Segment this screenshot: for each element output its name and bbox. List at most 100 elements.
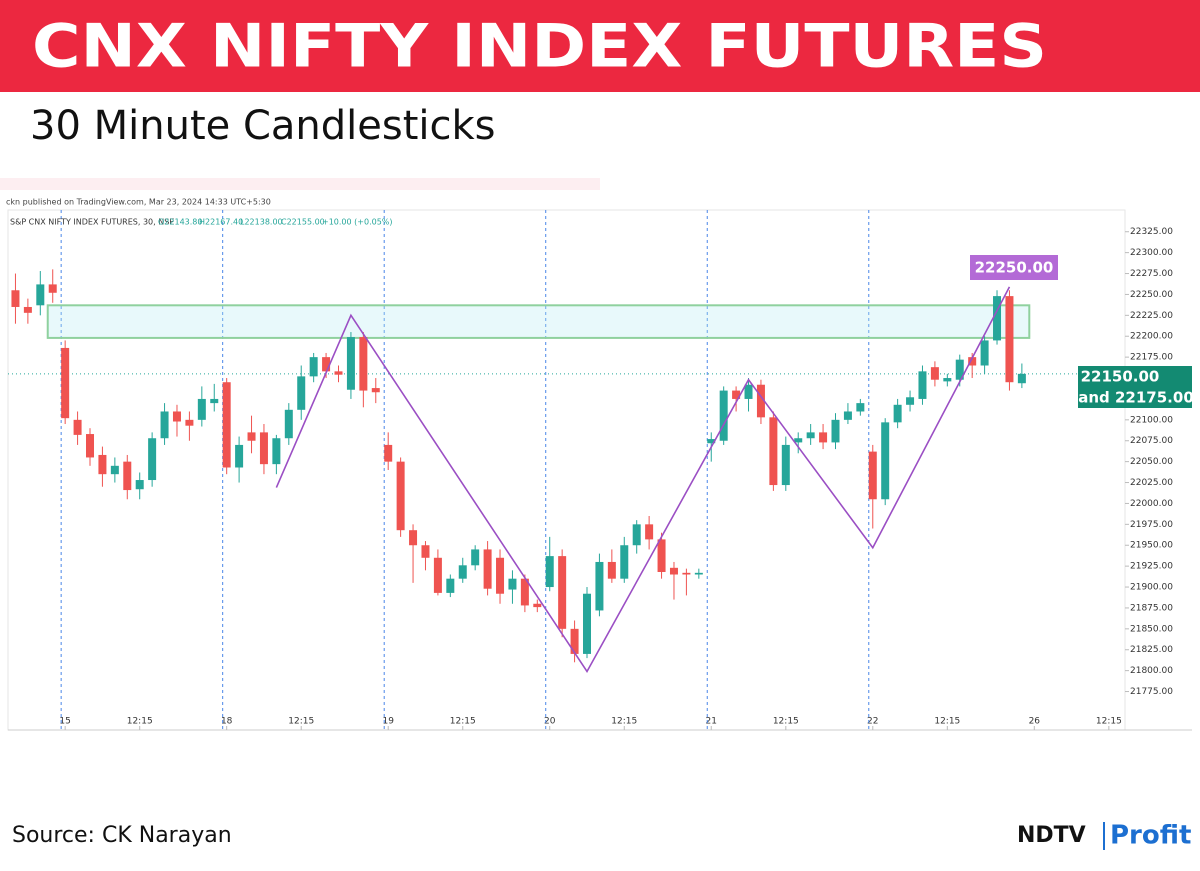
x-tick-label: 26 [1029, 717, 1041, 727]
y-tick-label: 22100.00 [1130, 415, 1173, 425]
candle-body [371, 388, 380, 393]
candle-body [930, 367, 939, 380]
candle-body [508, 578, 517, 590]
candle-body [247, 432, 256, 441]
zigzag-line [275, 286, 1011, 674]
candle-body [36, 284, 45, 306]
candle-body [110, 465, 119, 475]
title-banner [0, 0, 1200, 92]
candle-body [558, 556, 567, 629]
candle-body [1005, 296, 1014, 383]
candle-body [843, 411, 852, 420]
candle-body [694, 572, 703, 575]
x-tick-label: 12:15 [1096, 717, 1122, 727]
candle-body [433, 557, 442, 593]
candle-body [906, 397, 915, 405]
candle-body [794, 438, 803, 443]
candle-body [496, 557, 505, 594]
y-tick-label: 21800.00 [1130, 666, 1173, 676]
candle-body [993, 296, 1002, 341]
y-tick-label: 21825.00 [1130, 645, 1173, 655]
ohlc-close: C22155.00 [281, 218, 325, 227]
candle-body [756, 384, 765, 418]
y-tick-label: 22225.00 [1130, 311, 1173, 321]
candle-body [471, 549, 480, 566]
candle-body [458, 565, 467, 579]
support-label: and 22175.00 [1078, 389, 1194, 407]
candle-body [98, 454, 107, 475]
x-tick-label: 20 [544, 717, 556, 727]
x-tick-label: 12:15 [611, 717, 637, 727]
candle-body [545, 556, 554, 588]
candle-body [483, 549, 492, 589]
candle-body [135, 480, 144, 490]
candle-body [86, 434, 95, 458]
candle-body [160, 411, 169, 439]
y-tick-label: 22075.00 [1130, 436, 1173, 446]
candle-body [210, 398, 219, 404]
candle-body [222, 382, 231, 468]
y-tick-label: 21950.00 [1130, 541, 1173, 551]
candle-body [607, 561, 616, 579]
candle-body [148, 438, 157, 481]
candle-body [744, 384, 753, 399]
candle-body [172, 411, 181, 422]
y-tick-label: 21925.00 [1130, 562, 1173, 572]
y-tick-label: 22025.00 [1130, 478, 1173, 488]
y-tick-label: 22275.00 [1130, 269, 1173, 279]
candle-body [11, 290, 20, 307]
candle-body [868, 451, 877, 500]
y-tick-label: 22300.00 [1130, 248, 1173, 258]
candle-body [620, 545, 629, 579]
ohlc-change: +10.00 (+0.05%) [322, 218, 393, 227]
y-tick-label: 22200.00 [1130, 332, 1173, 342]
candle-body [719, 390, 728, 441]
y-tick-label: 22325.00 [1130, 227, 1173, 237]
candle-body [583, 593, 592, 654]
y-tick-label: 21975.00 [1130, 520, 1173, 530]
logo-ndtv: NDTV [1017, 823, 1086, 848]
y-tick-label: 22000.00 [1130, 499, 1173, 509]
candle-body [831, 419, 840, 443]
candle-body [918, 371, 927, 399]
candle-body [197, 398, 206, 420]
candle-body [322, 357, 331, 372]
x-tick-label: 12:15 [773, 717, 799, 727]
candle-body [943, 378, 952, 382]
candle-body [297, 376, 306, 410]
x-tick-label: 21 [706, 717, 717, 727]
x-tick-label: 12:15 [288, 717, 314, 727]
candle-body [632, 524, 641, 546]
candle-body [185, 419, 194, 426]
publisher-note: ckn published on TradingView.com, Mar 23… [6, 198, 271, 207]
candle-body [48, 284, 57, 293]
x-tick-label: 12:15 [127, 717, 153, 727]
support-label-box [1078, 366, 1192, 408]
candle-body [893, 404, 902, 423]
candle-body [272, 438, 281, 465]
source: Source: CK Narayan [12, 823, 232, 848]
ohlc-low: L22138.00 [240, 218, 283, 227]
candle-body [595, 561, 604, 611]
chart-subtitle: 30 Minute Candlesticks [30, 103, 496, 149]
candle-body [669, 567, 678, 575]
candle-body [1017, 373, 1026, 384]
candle-body [533, 603, 542, 608]
support-label: 22150.00 [1081, 368, 1160, 386]
candle-body [769, 417, 778, 486]
candle-body [446, 578, 455, 593]
candle-body [384, 444, 393, 462]
candle-body [520, 578, 529, 606]
note-band [0, 178, 600, 190]
ohlc-open: O22143.80 [158, 218, 202, 227]
x-tick-label: 19 [382, 717, 394, 727]
candle-body [881, 422, 890, 500]
candle-body [259, 432, 268, 465]
candle-body [396, 461, 405, 531]
candle-body [570, 628, 579, 654]
y-tick-label: 22175.00 [1130, 353, 1173, 363]
candle-body [23, 306, 32, 313]
candle-body [409, 530, 418, 546]
